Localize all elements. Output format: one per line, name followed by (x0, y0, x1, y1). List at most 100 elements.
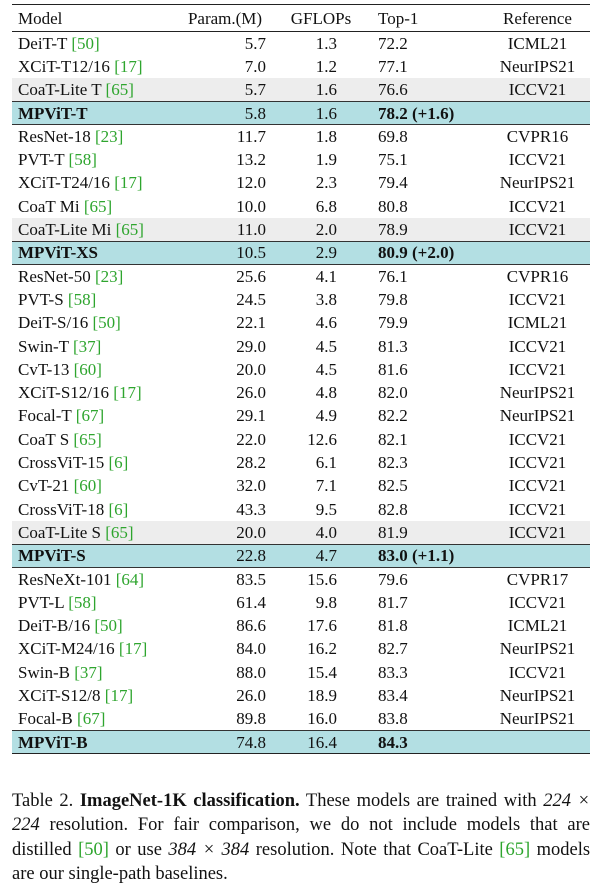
model-citation[interactable]: [6] (108, 452, 129, 472)
cell-model: MPViT-B (12, 729, 172, 755)
citation-number[interactable]: 65 (79, 429, 97, 449)
cell-model: XCiT-S12/8 [17] (12, 684, 172, 707)
cell-param: 28.2 (236, 452, 266, 472)
citation-number[interactable]: 17 (119, 173, 137, 193)
cell-param: 5.7 (244, 33, 266, 53)
model-citation[interactable]: [65] (83, 196, 113, 216)
cell-model: PVT-L [58] (12, 591, 172, 614)
citation-number[interactable]: 67 (81, 406, 99, 426)
model-citation[interactable]: [65] (105, 522, 134, 542)
citation-number[interactable]: 23 (100, 127, 118, 147)
model-name: MPViT-S (18, 546, 86, 566)
cell-reference (485, 100, 590, 126)
cell-top1: 79.8 (378, 289, 408, 309)
table-row: CrossViT-15 [6] 28.2 6.1 82.3 ICCV21 (12, 451, 590, 474)
citation-number[interactable]: 6 (114, 452, 123, 472)
citation-number[interactable]: 58 (74, 150, 92, 170)
cell-model: ResNet-50 [23] (12, 264, 172, 287)
model-citation[interactable]: [37] (72, 336, 102, 356)
model-citation[interactable]: [65] (115, 219, 144, 239)
citation-number[interactable]: 37 (79, 662, 97, 682)
model-citation[interactable]: [58] (67, 289, 97, 309)
model-citation[interactable]: [67] (77, 709, 106, 728)
cell-top1: 78.2 (+1.6) (364, 100, 485, 126)
model-citation[interactable]: [60] (73, 359, 102, 379)
citation-number[interactable]: 23 (100, 266, 118, 286)
cell-gflops: 1.8 (315, 127, 337, 147)
citation-number[interactable]: 65 (111, 79, 129, 99)
cell-top1: 83.8 (378, 709, 408, 728)
citation-number[interactable]: 17 (119, 56, 137, 76)
cell-gflops: 15.4 (307, 662, 337, 682)
model-citation[interactable]: [17] (104, 685, 134, 705)
caption-citation-65[interactable]: [65] (499, 839, 531, 860)
model-name: MPViT-B (18, 732, 88, 752)
model-citation[interactable]: [17] (114, 173, 143, 193)
model-citation[interactable]: [58] (68, 150, 97, 170)
model-citation[interactable]: [17] (118, 639, 148, 659)
caption-text-5: models are our single-path baselines. (12, 839, 591, 885)
cell-param: 88.0 (236, 662, 266, 682)
model-citation[interactable]: [17] (114, 56, 143, 76)
cell-model: PVT-S [58] (12, 288, 172, 311)
model-citation[interactable]: [37] (74, 662, 103, 682)
model-citation[interactable]: [65] (105, 79, 134, 99)
cell-gflops: 2.0 (278, 217, 364, 242)
citation-number[interactable]: 60 (79, 476, 97, 496)
model-citation[interactable]: [67] (75, 406, 105, 426)
cell-gflops: 16.4 (278, 729, 364, 755)
citation-number[interactable]: 50 (77, 33, 95, 53)
citation-number[interactable]: 58 (73, 592, 91, 612)
cell-param: 7.0 (244, 56, 266, 76)
citation-number[interactable]: 67 (82, 709, 100, 728)
citation-number[interactable]: 50 (98, 313, 116, 333)
cell-reference: NeurIPS21 (499, 173, 576, 193)
citation-number[interactable]: 64 (121, 569, 139, 589)
model-citation[interactable]: [50] (94, 616, 123, 636)
cell-model: CrossViT-18 [6] (12, 497, 172, 520)
table-row: CoaT-Lite S [65] 20.0 4.0 81.9 ICCV21 (12, 520, 590, 545)
citation-number[interactable]: 17 (124, 639, 142, 659)
model-citation[interactable]: [23] (94, 127, 124, 147)
citation-number[interactable]: 17 (110, 685, 128, 705)
model-citation[interactable]: [60] (73, 476, 102, 496)
citation-number[interactable]: 37 (78, 336, 96, 356)
table-row: Swin-B [37] 88.0 15.4 83.3 ICCV21 (12, 661, 590, 684)
model-citation[interactable]: [17] (113, 383, 142, 403)
citation-number[interactable]: 58 (73, 289, 91, 309)
cell-model: CoaT S [65] (12, 428, 172, 451)
cell-param: 5.8 (172, 100, 278, 126)
cell-reference: ICCV21 (508, 662, 567, 682)
table-row: MPViT-XS 10.5 2.9 80.9 (+2.0) (12, 240, 590, 265)
cell-param: 13.2 (236, 150, 266, 170)
cell-reference: ICCV21 (508, 336, 567, 356)
model-name: XCiT-T12/16 (18, 56, 110, 76)
model-citation[interactable]: [64] (115, 569, 145, 589)
cell-top1: 82.5 (378, 476, 408, 496)
cell-gflops: 1.3 (315, 33, 337, 53)
model-citation[interactable]: [58] (68, 592, 97, 612)
model-citation[interactable]: [50] (92, 313, 121, 333)
table-row: CrossViT-18 [6] 43.3 9.5 82.8 ICCV21 (12, 497, 590, 520)
citation-number[interactable]: 65 (110, 522, 128, 542)
cell-top1: 75.1 (378, 150, 408, 170)
model-citation[interactable]: [23] (94, 266, 124, 286)
citation-number[interactable]: 65 (89, 196, 107, 216)
model-citation[interactable]: [50] (71, 33, 100, 53)
table-row: ResNet-50 [23] 25.6 4.1 76.1 CVPR16 (12, 264, 590, 287)
table-row: XCiT-T24/16 [17] 12.0 2.3 79.4 NeurIPS21 (12, 171, 590, 194)
model-name: XCiT-M24/16 (18, 639, 115, 659)
cell-param: 22.1 (236, 313, 266, 333)
citation-number[interactable]: 50 (100, 616, 118, 636)
citation-number[interactable]: 17 (118, 383, 136, 403)
cell-gflops: 4.7 (278, 543, 364, 568)
citation-number[interactable]: 60 (79, 359, 97, 379)
citation-number[interactable]: 6 (114, 499, 123, 519)
cell-param: 12.0 (236, 173, 266, 193)
model-citation[interactable]: [65] (73, 429, 102, 449)
caption-citation-50[interactable]: [50] (78, 839, 109, 860)
citation-number[interactable]: 65 (121, 219, 139, 239)
model-citation[interactable]: [6] (108, 499, 129, 519)
cell-model: MPViT-T (12, 100, 172, 126)
cell-top1: 72.2 (378, 33, 408, 53)
